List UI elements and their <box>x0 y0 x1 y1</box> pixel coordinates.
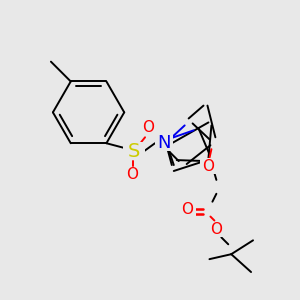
FancyBboxPatch shape <box>208 221 225 237</box>
FancyBboxPatch shape <box>123 142 145 160</box>
Text: O: O <box>181 202 193 217</box>
Text: S: S <box>128 142 140 161</box>
FancyBboxPatch shape <box>200 158 217 174</box>
FancyBboxPatch shape <box>139 119 157 135</box>
Text: N: N <box>157 134 171 152</box>
Text: O: O <box>126 167 138 182</box>
FancyBboxPatch shape <box>178 202 196 218</box>
Text: O: O <box>210 222 222 237</box>
Text: O: O <box>202 158 214 173</box>
FancyBboxPatch shape <box>123 167 141 183</box>
Text: O: O <box>142 120 154 135</box>
FancyBboxPatch shape <box>155 135 173 151</box>
